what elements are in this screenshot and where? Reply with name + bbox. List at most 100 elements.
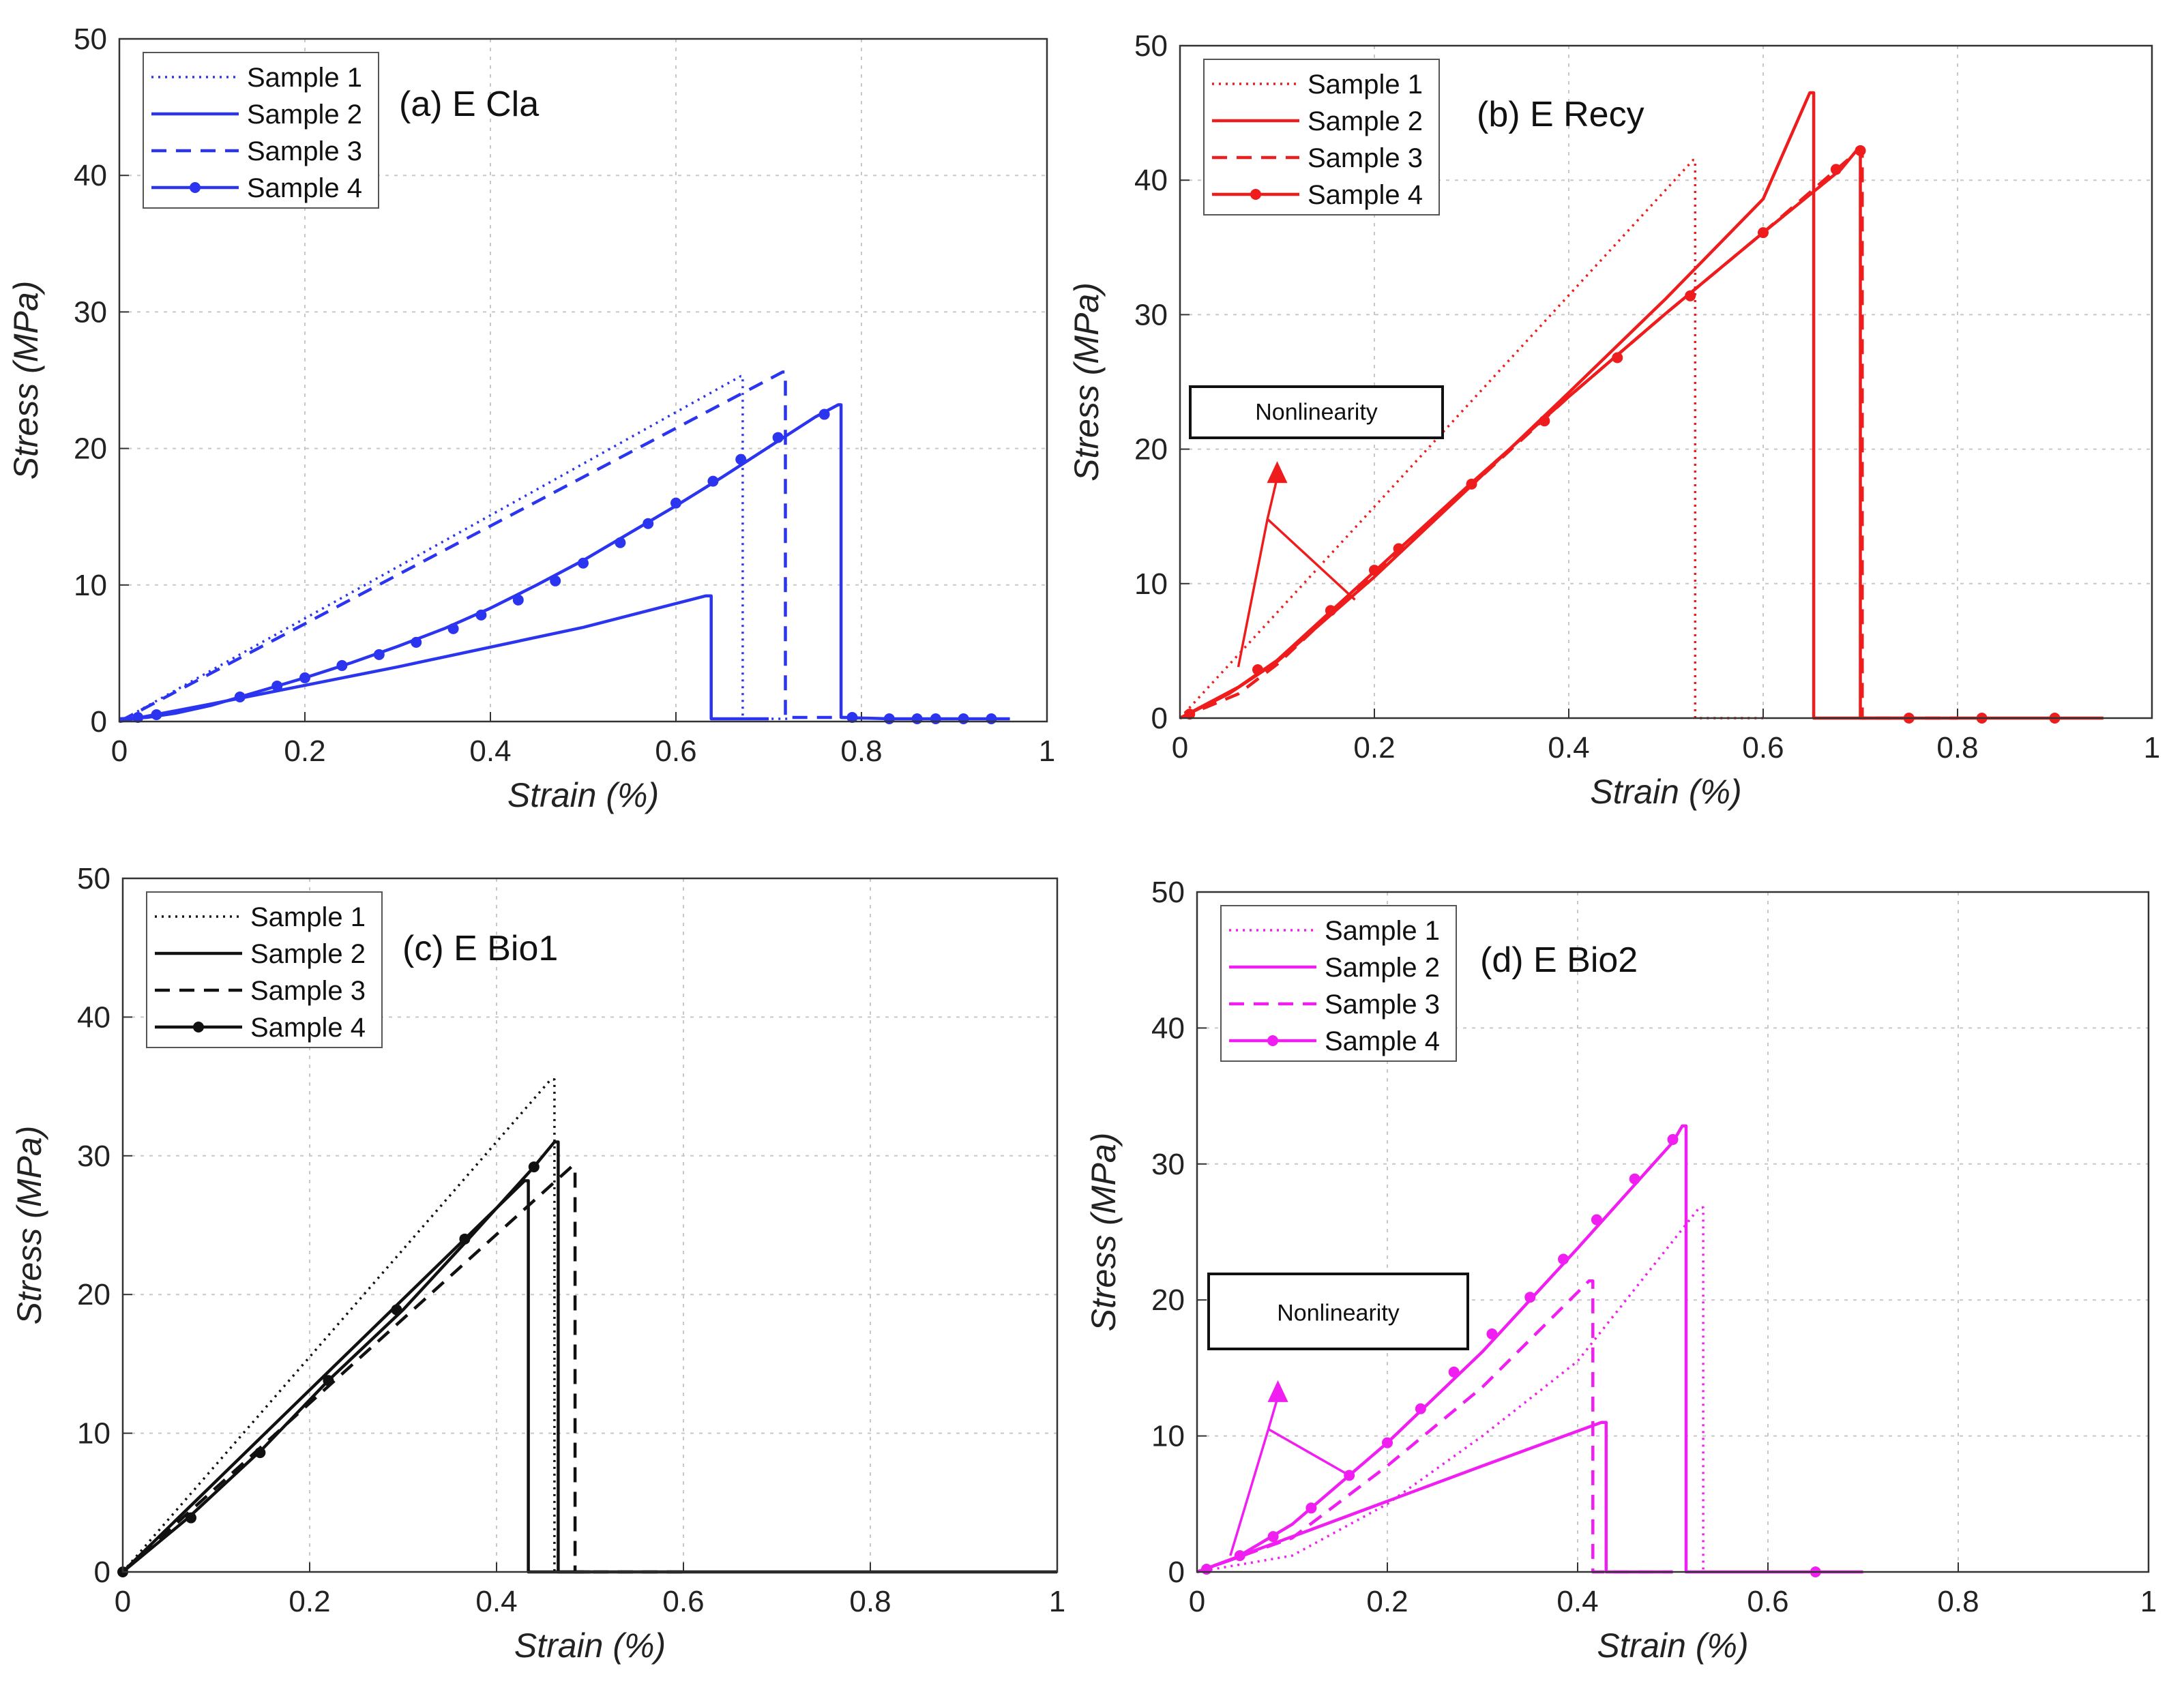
- data-point: [1558, 1253, 1569, 1265]
- x-tick-label: 0: [1172, 731, 1188, 764]
- y-tick-label: 0: [1151, 702, 1168, 735]
- data-point: [459, 1233, 471, 1245]
- data-point: [1415, 1403, 1426, 1414]
- panel-title: (a) E Cla: [399, 85, 539, 124]
- legend-label: Sample 1: [1308, 70, 1423, 100]
- data-point: [1629, 1173, 1640, 1185]
- data-point: [670, 497, 681, 509]
- y-tick-label: 40: [74, 159, 107, 192]
- annotation-line: [1229, 1429, 1270, 1556]
- series-line-1: [1179, 158, 1763, 719]
- annotation-label: Nonlinearity: [1255, 399, 1378, 425]
- data-point: [254, 1447, 266, 1459]
- y-tick-label: 20: [74, 432, 107, 466]
- data-point: [475, 609, 487, 621]
- x-axis-label: Strain (%): [514, 1626, 666, 1665]
- data-point: [1466, 478, 1477, 490]
- x-tick-label: 0.6: [1742, 731, 1784, 764]
- y-tick-label: 40: [77, 1000, 110, 1034]
- data-point: [707, 475, 719, 487]
- legend-label: Sample 2: [1325, 953, 1440, 983]
- y-tick-label: 20: [1134, 433, 1168, 466]
- data-point: [447, 623, 459, 634]
- y-axis-label: Stress (MPa): [1084, 1133, 1123, 1332]
- y-tick-label: 10: [1151, 1420, 1185, 1453]
- legend-label: Sample 3: [247, 136, 362, 166]
- panel-title: (d) E Bio2: [1480, 940, 1638, 980]
- legend-label: Sample 2: [1308, 106, 1423, 136]
- series-line-1: [121, 1078, 637, 1573]
- data-point: [1325, 605, 1336, 616]
- annotation-line: [1237, 518, 1269, 668]
- x-tick-label: 0.8: [1936, 731, 1978, 764]
- y-tick-label: 50: [1151, 876, 1185, 909]
- series-line-3: [118, 370, 861, 723]
- panel-title: (c) E Bio1: [402, 929, 558, 968]
- legend-marker: [190, 182, 201, 193]
- data-point: [930, 713, 941, 724]
- data-point: [735, 454, 747, 465]
- legend-label: Sample 3: [1308, 143, 1423, 173]
- y-tick-label: 20: [77, 1278, 110, 1311]
- annotation-arrow-shaft: [1266, 477, 1279, 520]
- data-point: [323, 1375, 334, 1386]
- y-tick-label: 30: [74, 295, 107, 329]
- y-tick-label: 30: [1134, 298, 1168, 331]
- data-point: [528, 1161, 540, 1173]
- annotation-box: [1207, 1273, 1469, 1350]
- x-tick-label: 0.6: [662, 1585, 704, 1618]
- legend-marker: [1250, 189, 1261, 200]
- y-tick-label: 10: [1134, 567, 1168, 601]
- x-tick-label: 0: [115, 1585, 131, 1618]
- data-point: [1591, 1214, 1602, 1225]
- data-point: [1830, 164, 1842, 175]
- y-tick-label: 50: [74, 23, 107, 56]
- data-point: [1252, 664, 1263, 676]
- data-point: [1393, 543, 1404, 554]
- panel-title: (b) E Recy: [1477, 95, 1644, 134]
- data-point: [1382, 1437, 1393, 1448]
- data-point: [1758, 227, 1769, 239]
- legend-label: Sample 3: [1325, 990, 1440, 1020]
- data-point: [818, 408, 830, 420]
- x-tick-label: 0.8: [1937, 1585, 1979, 1618]
- data-point: [299, 672, 310, 683]
- y-tick-label: 40: [1134, 164, 1168, 197]
- x-tick-label: 0.4: [1556, 1585, 1598, 1618]
- x-tick-label: 0: [1189, 1585, 1205, 1618]
- data-point: [411, 636, 422, 648]
- x-tick-label: 0.2: [284, 734, 325, 768]
- legend-box: [146, 891, 383, 1048]
- x-tick-label: 0.6: [1747, 1585, 1788, 1618]
- data-point: [1612, 352, 1623, 363]
- y-tick-label: 0: [1168, 1556, 1185, 1589]
- y-tick-label: 50: [1134, 29, 1168, 63]
- annotation-line: [1267, 518, 1356, 601]
- legend-box: [1220, 905, 1457, 1062]
- y-tick-label: 20: [1151, 1283, 1185, 1317]
- data-point: [615, 537, 626, 548]
- x-tick-label: 0: [111, 734, 128, 768]
- x-tick-label: 0.2: [1353, 731, 1395, 764]
- data-point: [846, 711, 858, 723]
- x-axis-label: Strain (%): [1597, 1626, 1748, 1665]
- data-point: [1685, 290, 1696, 301]
- x-tick-label: 0.6: [655, 734, 696, 768]
- data-point: [643, 518, 654, 529]
- legend-label: Sample 1: [250, 902, 366, 932]
- y-axis-label: Stress (MPa): [10, 1126, 48, 1325]
- x-tick-label: 1: [2140, 1585, 2157, 1618]
- y-tick-label: 0: [91, 705, 107, 739]
- legend-label: Sample 4: [247, 173, 362, 203]
- annotation-arrowhead: [1267, 461, 1288, 484]
- data-point: [373, 649, 385, 660]
- data-point: [958, 713, 969, 724]
- y-tick-label: 30: [77, 1140, 110, 1173]
- annotation-box: [1189, 385, 1444, 439]
- x-tick-label: 0.4: [1548, 731, 1589, 764]
- data-point: [578, 557, 589, 569]
- data-point: [1200, 1564, 1212, 1575]
- x-tick-label: 0.4: [475, 1585, 517, 1618]
- data-point: [1267, 1531, 1279, 1543]
- data-point: [772, 432, 784, 443]
